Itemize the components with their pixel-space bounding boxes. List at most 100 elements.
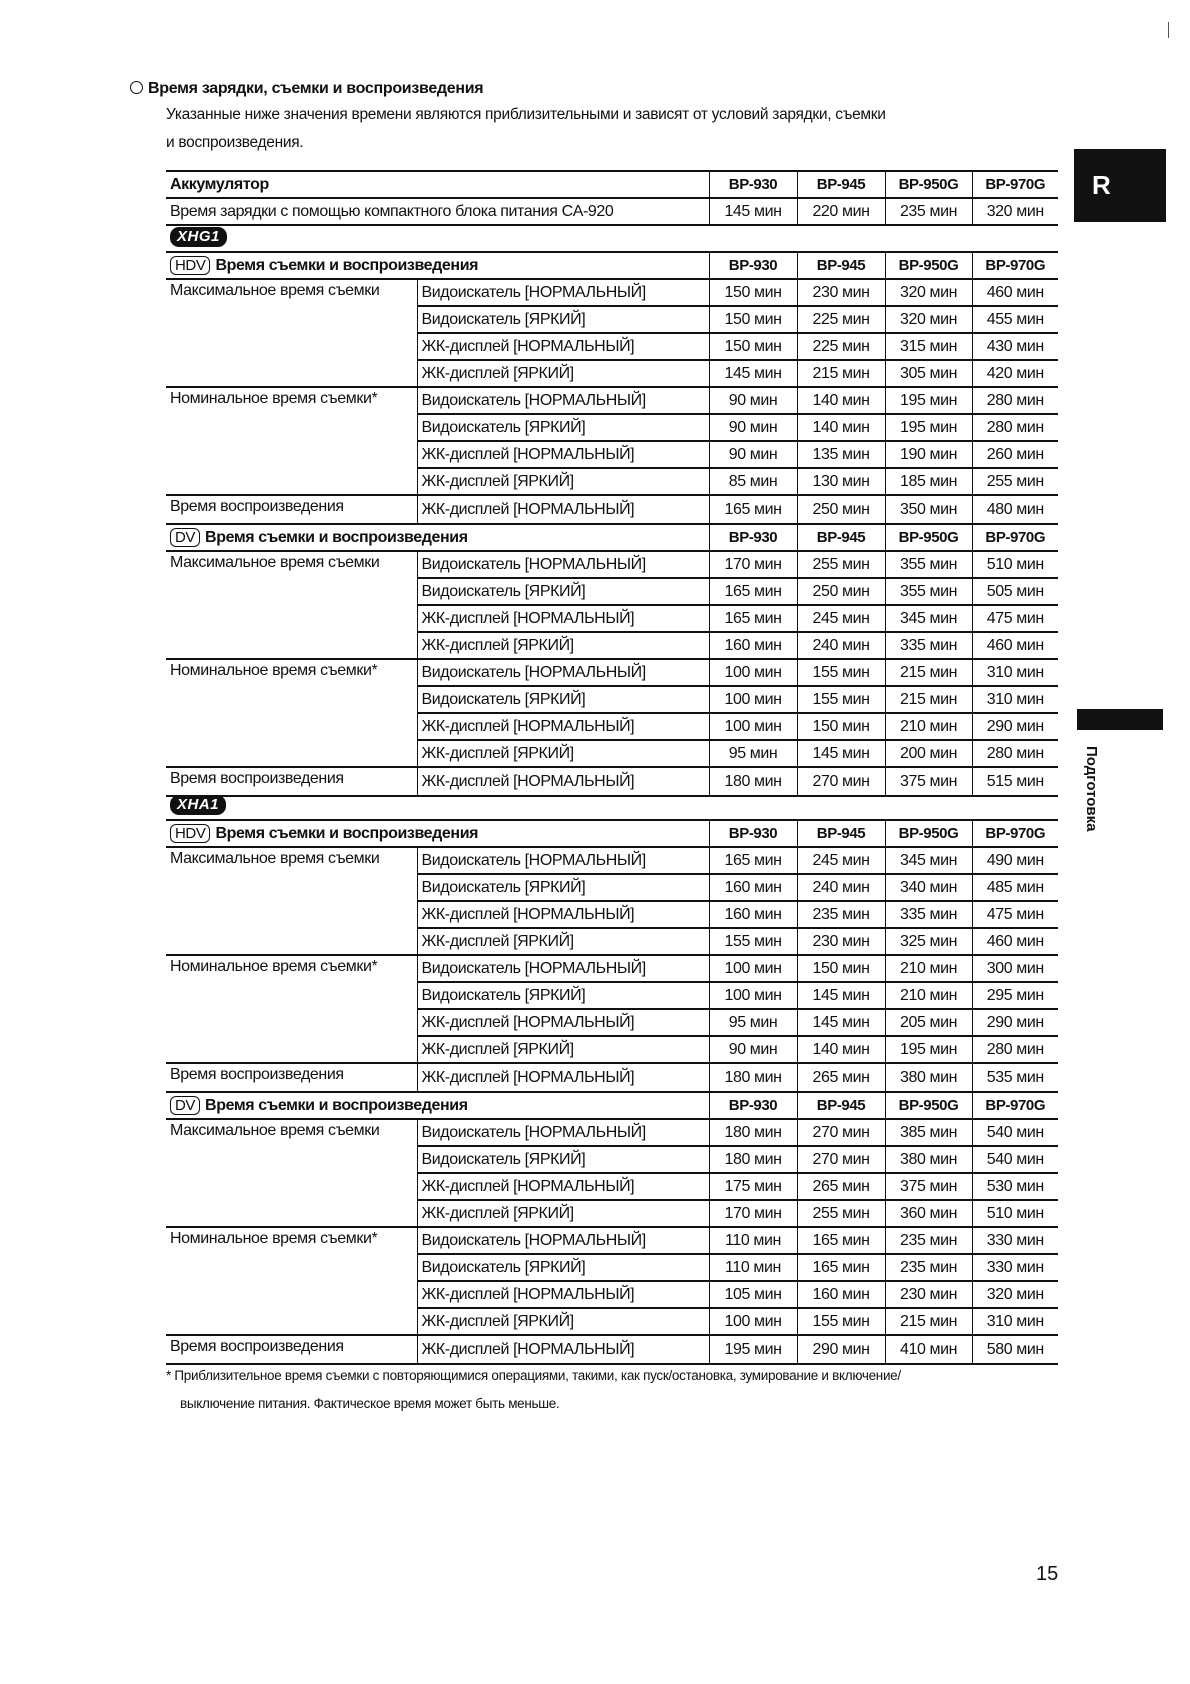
format-badge-hdv: HDV bbox=[170, 256, 211, 275]
value-cell: 100 мин bbox=[708, 713, 798, 741]
table-row: Время зарядки с помощью компактного блок… bbox=[166, 198, 1058, 226]
value-cell: 455 мин bbox=[971, 306, 1059, 334]
value-cell: 245 мин bbox=[796, 605, 886, 633]
mode-label: Видоискатель [ЯРКИЙ] bbox=[416, 578, 710, 606]
value-cell: 235 мин bbox=[884, 1254, 973, 1282]
mode-label: ЖК-дисплей [ЯРКИЙ] bbox=[416, 928, 710, 956]
value-cell: 210 мин bbox=[884, 713, 973, 741]
table-row: ЖК-дисплей [НОРМАЛЬНЫЙ] 100 мин 150 мин 210… bbox=[166, 713, 1059, 741]
column-header: BP-950G bbox=[884, 170, 972, 199]
value-cell: 150 мин bbox=[708, 306, 798, 334]
value-cell: 535 мин bbox=[971, 1063, 1059, 1093]
value-cell: 255 мин bbox=[796, 551, 886, 579]
table-row: Видоискатель [ЯРКИЙ] 160 мин 240 мин 340 ми… bbox=[166, 874, 1059, 902]
mode-label: ЖК-дисплей [НОРМАЛЬНЫЙ] bbox=[416, 1173, 710, 1201]
table-row: Максимальное время съемки Видоискатель [Н… bbox=[166, 279, 1059, 388]
value-cell: 195 мин bbox=[884, 387, 973, 415]
format-badge-dv: DV bbox=[170, 528, 201, 547]
section-title: HDV Время съемки и воспроизведения bbox=[166, 819, 710, 848]
value-cell: 175 мин bbox=[708, 1173, 798, 1201]
mode-label: Видоискатель [НОРМАЛЬНЫЙ] bbox=[416, 955, 710, 983]
value-cell: 265 мин bbox=[796, 1063, 886, 1093]
section-title: DV Время съемки и воспроизведения bbox=[166, 523, 710, 552]
value-cell: 195 мин bbox=[884, 414, 973, 442]
table-row: Номинальное время съемки* Видоискатель [Н… bbox=[166, 659, 1059, 768]
value-cell: 205 мин bbox=[884, 1009, 973, 1037]
value-cell: 540 мин bbox=[971, 1119, 1059, 1147]
value-cell: 90 мин bbox=[708, 387, 798, 415]
table-row: ЖК-дисплей [НОРМАЛЬНЫЙ] 95 мин 145 мин 205 … bbox=[166, 1009, 1059, 1037]
value-cell: 320 мин bbox=[971, 1281, 1059, 1309]
group-label: Время воспроизведения bbox=[166, 767, 417, 797]
group-label: Время воспроизведения bbox=[166, 1063, 417, 1093]
value-cell: 255 мин bbox=[971, 468, 1059, 496]
mode-label: ЖК-дисплей [ЯРКИЙ] bbox=[416, 632, 710, 660]
mode-label: Видоискатель [ЯРКИЙ] bbox=[416, 306, 710, 334]
value-cell: 270 мин bbox=[796, 767, 886, 797]
mode-label: ЖК-дисплей [НОРМАЛЬНЫЙ] bbox=[416, 441, 710, 469]
value-cell: 160 мин bbox=[708, 632, 798, 660]
section-title-text: Время съемки и воспроизведения bbox=[205, 529, 468, 546]
value-cell: 165 мин bbox=[708, 578, 798, 606]
mode-label: ЖК-дисплей [НОРМАЛЬНЫЙ] bbox=[416, 333, 710, 361]
value-cell: 300 мин bbox=[971, 955, 1059, 983]
group-label: Номинальное время съемки* bbox=[166, 659, 417, 768]
value-cell: 265 мин bbox=[796, 1173, 886, 1201]
value-cell: 490 мин bbox=[971, 847, 1059, 875]
value-cell: 165 мин bbox=[708, 847, 798, 875]
column-header: BP-945 bbox=[796, 523, 886, 552]
value-cell: 160 мин bbox=[708, 874, 798, 902]
value-cell: 475 мин bbox=[971, 901, 1059, 929]
table-row: Время воспроизведения ЖК-дисплей [НОРМАЛЬ… bbox=[166, 495, 1059, 525]
value-cell: 270 мин bbox=[796, 1146, 886, 1174]
mode-label: Видоискатель [ЯРКИЙ] bbox=[416, 686, 710, 714]
value-cell: 210 мин bbox=[884, 982, 973, 1010]
value-cell: 100 мин bbox=[708, 982, 798, 1010]
value-cell: 510 мин bbox=[971, 1200, 1059, 1228]
group-label: Максимальное время съемки bbox=[166, 551, 417, 660]
table-row: ЖК-дисплей [НОРМАЛЬНЫЙ] 165 мин 245 мин 345… bbox=[166, 605, 1059, 633]
value-cell: 215 мин bbox=[884, 659, 973, 687]
table-row: ЖК-дисплей [ЯРКИЙ] 160 мин 240 мин 335 мин 4… bbox=[166, 632, 1059, 660]
value-cell: 310 мин bbox=[971, 1308, 1059, 1336]
table-row: Видоискатель [ЯРКИЙ] 150 мин 225 мин 320 ми… bbox=[166, 306, 1059, 334]
value-cell: 95 мин bbox=[708, 1009, 798, 1037]
value-cell: 145 мин bbox=[796, 740, 886, 768]
value-cell: 145 мин bbox=[708, 198, 797, 226]
value-cell: 380 мин bbox=[884, 1146, 973, 1174]
value-cell: 375 мин bbox=[884, 767, 973, 797]
value-cell: 325 мин bbox=[884, 928, 973, 956]
value-cell: 335 мин bbox=[884, 901, 973, 929]
value-cell: 210 мин bbox=[884, 955, 973, 983]
value-cell: 245 мин bbox=[796, 847, 886, 875]
value-cell: 480 мин bbox=[971, 495, 1059, 525]
value-cell: 540 мин bbox=[971, 1146, 1059, 1174]
table-row: Видоискатель [ЯРКИЙ] 165 мин 250 мин 355 ми… bbox=[166, 578, 1059, 606]
table-row: ЖК-дисплей [ЯРКИЙ] 90 мин 140 мин 195 мин 28… bbox=[166, 1036, 1059, 1064]
table-row: Время воспроизведения ЖК-дисплей [НОРМАЛЬ… bbox=[166, 1335, 1059, 1365]
group-label: Максимальное время съемки bbox=[166, 279, 417, 388]
group-label: Время воспроизведения bbox=[166, 1335, 417, 1365]
value-cell: 230 мин bbox=[796, 279, 886, 307]
section-side-label: Подготовка bbox=[1083, 746, 1100, 832]
value-cell: 280 мин bbox=[971, 740, 1059, 768]
table-header-row: Аккумулятор BP-930 BP-945 BP-950G BP-970G bbox=[166, 170, 1058, 199]
value-cell: 170 мин bbox=[708, 551, 798, 579]
column-header: BP-945 bbox=[796, 819, 886, 848]
mode-label: Видоискатель [НОРМАЛЬНЫЙ] bbox=[416, 279, 710, 307]
value-cell: 430 мин bbox=[971, 333, 1059, 361]
mode-label: Видоискатель [ЯРКИЙ] bbox=[416, 874, 710, 902]
mode-label: Видоискатель [ЯРКИЙ] bbox=[416, 414, 710, 442]
value-cell: 250 мин bbox=[796, 495, 886, 525]
section-title: DV Время съемки и воспроизведения bbox=[166, 1091, 710, 1120]
value-cell: 355 мин bbox=[884, 578, 973, 606]
model-badge-xha1: XHA1 bbox=[170, 795, 227, 815]
value-cell: 110 мин bbox=[708, 1254, 798, 1282]
value-cell: 165 мин bbox=[708, 605, 798, 633]
value-cell: 280 мин bbox=[971, 414, 1059, 442]
group-label: Максимальное время съемки bbox=[166, 1119, 417, 1228]
group-label: Номинальное время съемки* bbox=[166, 387, 417, 496]
table-row: Максимальное время съемки Видоискатель [Н… bbox=[166, 551, 1059, 660]
mode-label: ЖК-дисплей [НОРМАЛЬНЫЙ] bbox=[416, 605, 710, 633]
table-row: Видоискатель [ЯРКИЙ] 180 мин 270 мин 380 ми… bbox=[166, 1146, 1059, 1174]
